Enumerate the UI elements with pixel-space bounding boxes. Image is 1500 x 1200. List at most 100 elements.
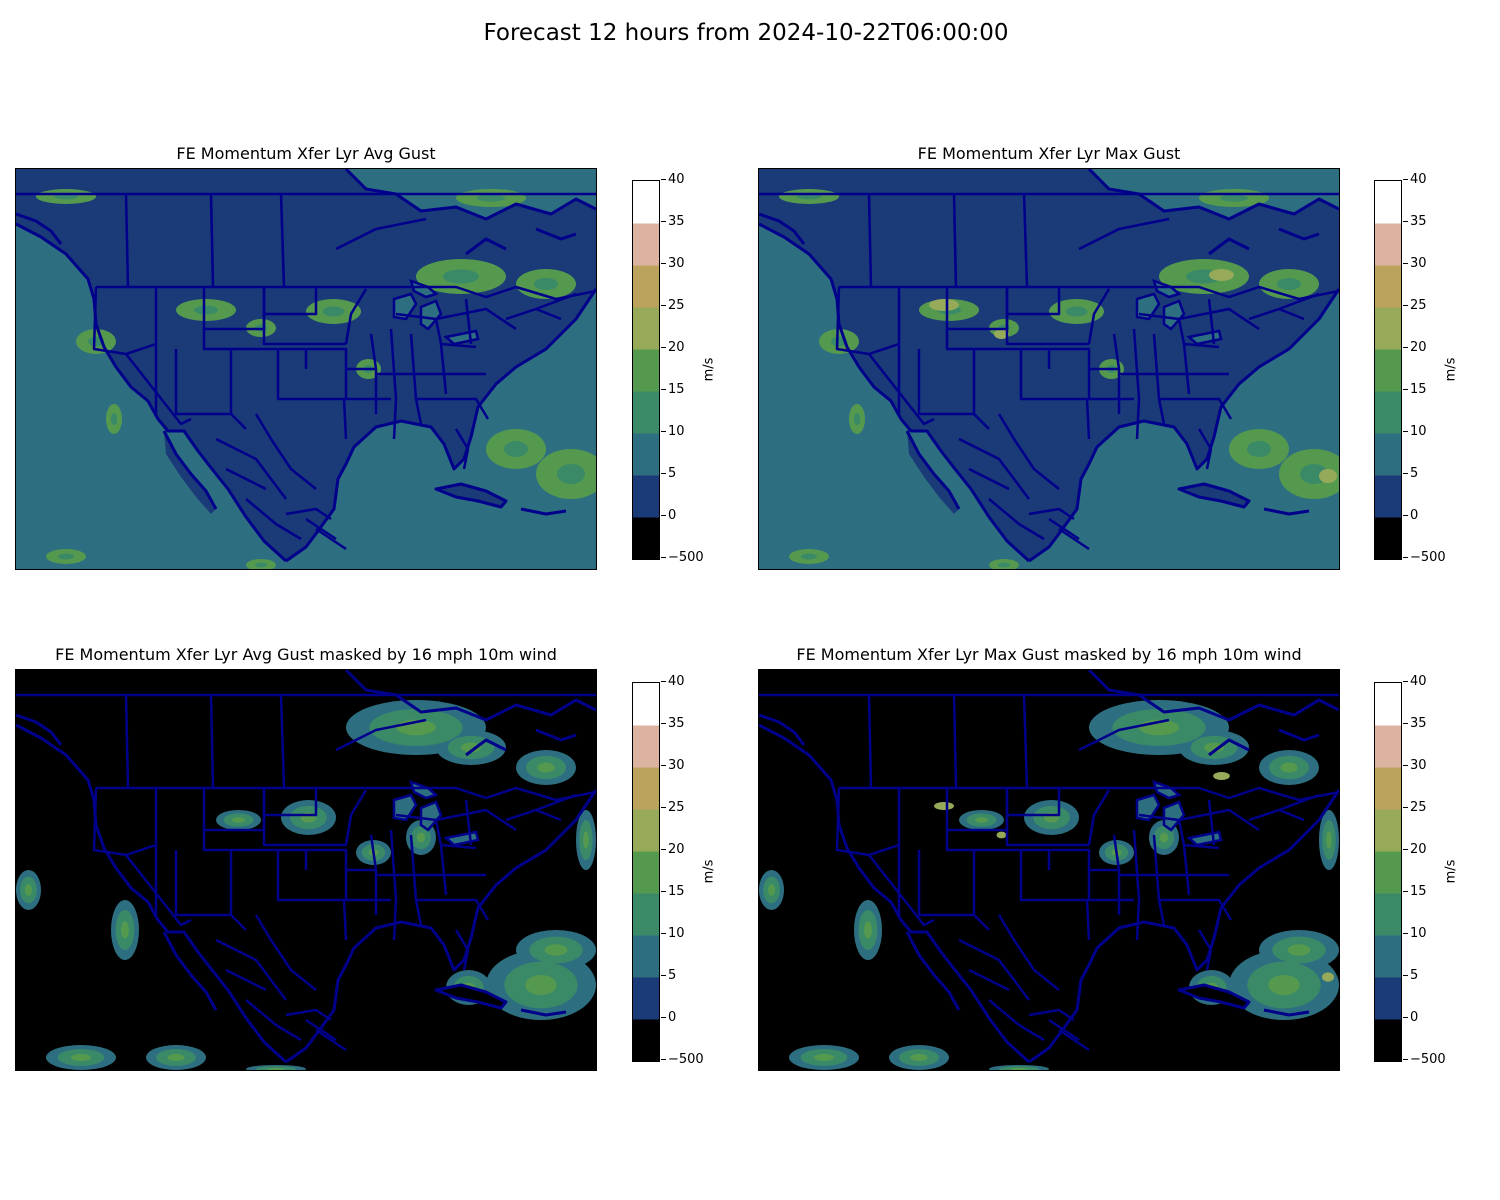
- state-boundary: [1005, 815, 1089, 847]
- colorbar-tick-label: 40: [1403, 674, 1427, 689]
- state-boundary: [1087, 288, 1111, 345]
- state-boundary: [416, 397, 490, 420]
- coastline: [1177, 983, 1251, 1010]
- state-boundary: [1019, 349, 1091, 440]
- colorbar-bin: [1375, 181, 1401, 224]
- cuba-field: [1179, 484, 1249, 507]
- colorbar-bin: [1375, 223, 1401, 266]
- coastline: [535, 728, 577, 742]
- state-boundary: [535, 292, 577, 311]
- colorbar-tick-label: 35: [1403, 214, 1427, 229]
- coastline: [759, 222, 1031, 563]
- great-lake: [392, 292, 418, 321]
- state-boundary: [1278, 292, 1320, 311]
- gust-contour: [1268, 975, 1300, 995]
- gust-contour: [544, 944, 568, 956]
- state-boundary: [945, 329, 1119, 371]
- colorbar-bin: [633, 349, 659, 392]
- state-boundary: [1019, 850, 1091, 941]
- coastline: [759, 713, 806, 746]
- state-boundary: [1207, 799, 1216, 846]
- colorbar-unit-label: m/s: [1443, 859, 1459, 884]
- coastline: [1028, 288, 1339, 563]
- gust-contour: [255, 562, 267, 568]
- coastline: [1278, 728, 1320, 742]
- state-boundary: [1278, 793, 1320, 812]
- gust-contour: [167, 1053, 185, 1062]
- coastline: [1028, 789, 1339, 1064]
- state-boundary: [958, 437, 1030, 500]
- colorbar-bin: [633, 223, 659, 266]
- coastline: [16, 212, 63, 245]
- colorbar-tick-label: 0: [1402, 1010, 1419, 1025]
- state-boundary: [124, 694, 130, 789]
- colorbar-tick-label: 0: [660, 1010, 677, 1025]
- state-boundary: [335, 718, 427, 752]
- state-boundary: [1028, 1008, 1075, 1022]
- colorbar-tick-label: 10: [661, 926, 685, 941]
- state-boundary: [225, 467, 267, 491]
- gust-contour: [1287, 944, 1311, 956]
- gust-contour: [477, 194, 505, 202]
- state-boundary: [209, 193, 215, 288]
- panel-title-max-gust: FE Momentum Xfer Lyr Max Gust: [917, 144, 1181, 163]
- state-boundary: [1078, 718, 1170, 752]
- state-boundary: [835, 787, 900, 857]
- state-boundary: [1197, 428, 1213, 470]
- state-boundary: [344, 288, 368, 345]
- great-lake: [1162, 299, 1186, 331]
- colorbar-bin: [633, 767, 659, 810]
- coastline: [16, 713, 63, 746]
- colorbar-bin: [633, 725, 659, 768]
- state-boundary: [968, 968, 1010, 992]
- coastline: [344, 670, 596, 722]
- panel-title-avg-gust: FE Momentum Xfer Lyr Avg Gust: [176, 144, 436, 163]
- state-boundary: [279, 694, 286, 789]
- colorbar-tick-label: 25: [1403, 800, 1427, 815]
- great-lake: [392, 793, 418, 822]
- state-boundary: [1138, 813, 1220, 850]
- colorbar-bin: [1375, 1019, 1401, 1061]
- state-boundary: [202, 830, 376, 872]
- colorbar-tick-label: 0: [660, 508, 677, 523]
- colorbar-bin: [633, 977, 659, 1020]
- gust-contour: [1247, 441, 1271, 457]
- state-boundary: [917, 850, 990, 931]
- colorbar-bin: [1375, 433, 1401, 476]
- colorbar-bin: [633, 391, 659, 434]
- coastline: [285, 789, 596, 1064]
- state-boundary: [215, 437, 287, 500]
- coastline: [1278, 227, 1320, 241]
- state-boundary: [315, 527, 347, 551]
- great-lake: [419, 800, 443, 832]
- colorbar-bin: [633, 893, 659, 936]
- coastline: [1087, 169, 1339, 221]
- colorbar-avg-gust: [632, 180, 660, 560]
- gust-contour-high: [996, 831, 1007, 839]
- gust-contour: [322, 306, 345, 317]
- colorbar-bin: [1375, 935, 1401, 978]
- state-boundary: [952, 193, 958, 288]
- figure-title: Forecast 12 hours from 2024-10-22T06:00:…: [483, 20, 1009, 46]
- coastline: [520, 507, 567, 516]
- colorbar-bin: [633, 851, 659, 894]
- state-boundary: [276, 850, 348, 941]
- state-boundary: [1048, 1018, 1080, 1042]
- state-boundary: [1022, 694, 1029, 789]
- state-boundary: [1112, 834, 1121, 915]
- gust-contour: [110, 413, 118, 425]
- coastline: [1263, 507, 1310, 516]
- baja-field: [907, 431, 959, 514]
- state-boundary: [454, 929, 470, 971]
- state-boundary: [1112, 333, 1121, 414]
- colorbar-tick-label: −500: [661, 1052, 704, 1067]
- state-boundary: [867, 193, 873, 288]
- state-boundary: [305, 517, 337, 541]
- colorbar-tick-label: 15: [1403, 884, 1427, 899]
- colorbar-tick-label: 40: [1403, 172, 1427, 187]
- state-boundary: [867, 694, 873, 789]
- coastline: [905, 430, 961, 510]
- state-boundary: [279, 193, 286, 288]
- colorbar-tick-label: 5: [660, 466, 677, 481]
- gust-contour: [1159, 832, 1169, 843]
